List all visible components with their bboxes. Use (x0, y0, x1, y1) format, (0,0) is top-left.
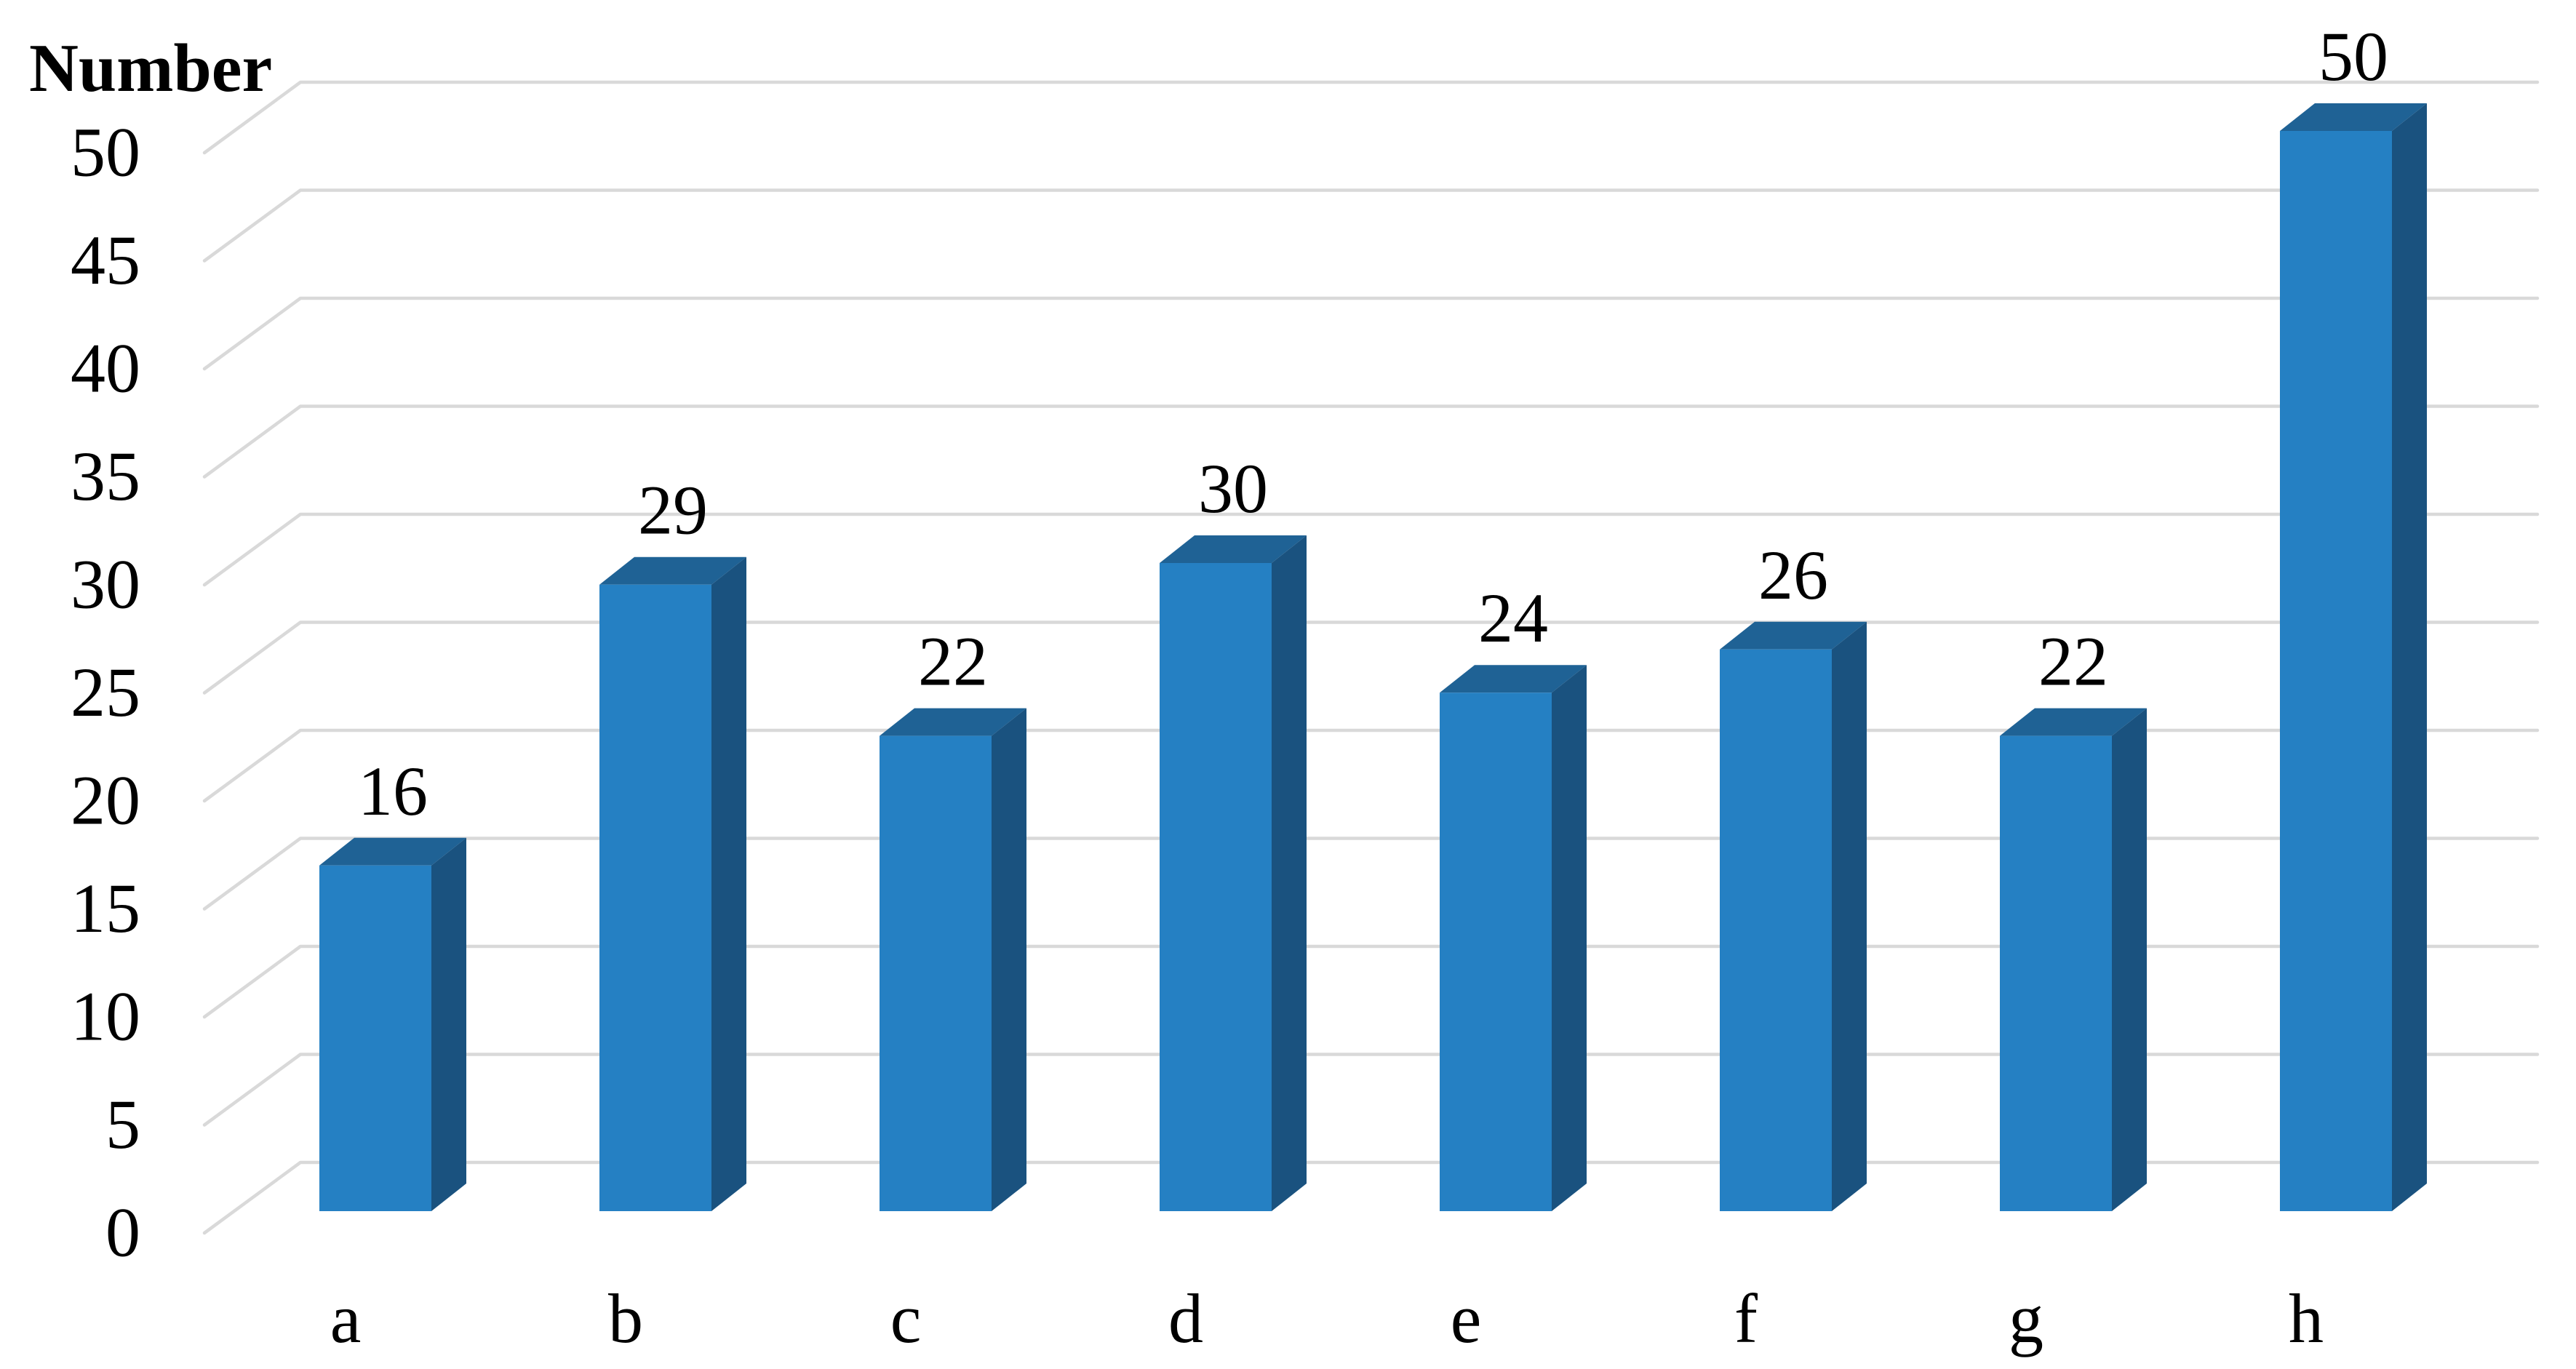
y-tick-label-30: 30 (71, 546, 140, 623)
y-tick-label-15: 15 (71, 869, 140, 947)
grid-line-0 (202, 1160, 2540, 1235)
grid-line-45 (202, 188, 2540, 263)
y-axis-title: Number (29, 31, 272, 106)
bar-a-top-face (319, 837, 466, 866)
bar-g-side-face (2112, 708, 2147, 1211)
y-tick-label-40: 40 (71, 330, 140, 407)
bar-d-side-face (1272, 535, 1307, 1211)
data-label-f: 26 (1758, 536, 1828, 614)
bar-h-side-face (2392, 103, 2427, 1211)
y-tick-label-45: 45 (71, 221, 140, 299)
category-label-d: d (1168, 1280, 1203, 1357)
bar-g-top-face (2000, 708, 2147, 736)
data-label-e: 24 (1478, 579, 1548, 657)
bar-c-side-face (992, 708, 1026, 1211)
grid-line-20 (202, 728, 2540, 803)
category-label-a: a (330, 1280, 362, 1357)
data-label-b: 29 (638, 471, 708, 549)
grid-line-25 (202, 620, 2540, 695)
bar-f-top-face (1720, 621, 1867, 650)
bar-a-side-face (431, 837, 466, 1211)
y-tick-label-20: 20 (71, 762, 140, 839)
bar-b-front-face (599, 584, 711, 1211)
bar-g-front-face (2000, 735, 2112, 1211)
category-label-e: e (1451, 1280, 1482, 1357)
bar-f-side-face (1832, 621, 1867, 1211)
grid-line-35 (202, 404, 2540, 479)
y-tick-label-0: 0 (105, 1194, 140, 1272)
grid-line-10 (202, 944, 2540, 1019)
grid-line-30 (202, 512, 2540, 587)
bar-h-top-face (2280, 103, 2427, 131)
data-label-h: 50 (2318, 17, 2388, 95)
bar-f-front-face (1720, 649, 1832, 1211)
grid-line-5 (202, 1053, 2540, 1127)
y-tick-label-35: 35 (71, 437, 140, 515)
bar-e-front-face (1440, 693, 1552, 1211)
data-label-g: 22 (2038, 623, 2108, 701)
category-label-g: g (2009, 1280, 2043, 1357)
bar-d-front-face (1160, 563, 1272, 1211)
grid-line-40 (202, 296, 2540, 371)
y-tick-label-10: 10 (71, 978, 140, 1055)
bar-c-front-face (880, 735, 992, 1211)
bar-a-front-face (319, 865, 431, 1211)
y-tick-label-5: 5 (105, 1085, 140, 1163)
category-label-c: c (890, 1280, 922, 1357)
bar-d-top-face (1160, 535, 1307, 563)
bar-b-top-face (599, 556, 746, 585)
category-label-f: f (1734, 1280, 1758, 1357)
data-label-d: 30 (1198, 450, 1268, 527)
bar-c-top-face (880, 708, 1026, 736)
bar-e-top-face (1440, 665, 1587, 693)
data-label-c: 22 (918, 623, 988, 701)
y-tick-label-25: 25 (71, 653, 140, 731)
category-label-b: b (608, 1280, 643, 1357)
data-label-a: 16 (358, 752, 428, 830)
bar-b-side-face (711, 556, 746, 1211)
grid-line-15 (202, 837, 2540, 911)
bar-h-front-face (2280, 131, 2392, 1211)
grid-line-50 (202, 80, 2540, 155)
category-label-h: h (2289, 1280, 2324, 1357)
bar-e-side-face (1552, 665, 1587, 1211)
y-tick-label-50: 50 (71, 113, 140, 191)
